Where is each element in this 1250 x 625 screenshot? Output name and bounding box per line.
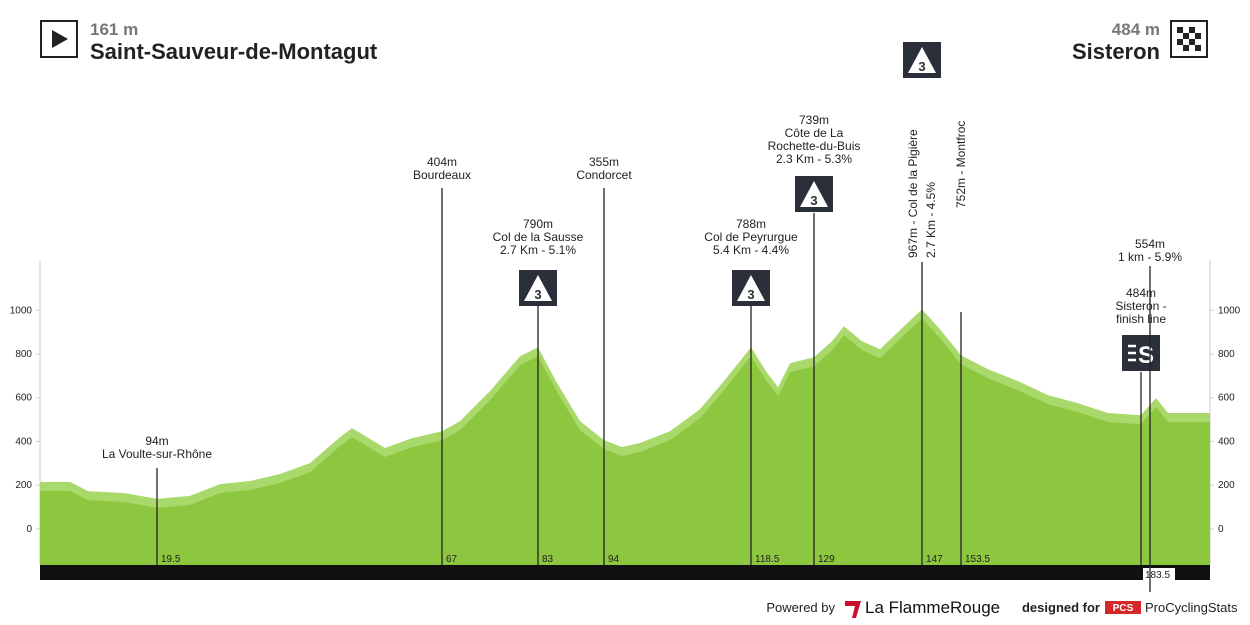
km-label: 19.5 <box>161 554 181 565</box>
marker-label: 5.4 Km - 4.4% <box>713 243 789 257</box>
y-tick-label: 1000 <box>1218 305 1241 316</box>
start-name: Saint-Sauveur-de-Montagut <box>90 39 378 64</box>
km-label: 183.5 <box>1145 570 1170 581</box>
icon-text: 3 <box>534 287 541 302</box>
icon-text: S <box>1138 342 1154 369</box>
marker-label: 484m <box>1126 286 1156 300</box>
climb-icon: 3 <box>519 270 557 306</box>
climb-icon: 3 <box>732 270 770 306</box>
marker-label: 2.7 Km - 4.5% <box>924 182 938 258</box>
y-tick-label: 800 <box>1218 349 1235 360</box>
marker-label: Bourdeaux <box>413 168 471 182</box>
y-tick-label: 400 <box>15 436 32 447</box>
marker-label: 752m - Montfroc <box>954 121 968 208</box>
km-label: 118.5 <box>755 554 780 565</box>
powered-by: Powered by <box>766 600 835 615</box>
icon-text: 3 <box>747 287 754 302</box>
profile-area <box>40 318 1210 565</box>
marker-label: La Voulte-sur-Rhône <box>102 447 212 461</box>
climb-icon: S <box>1122 335 1160 371</box>
y-tick-label: 0 <box>26 524 32 535</box>
y-tick-label: 600 <box>1218 393 1235 404</box>
finish-name: Sisteron <box>1072 39 1160 64</box>
icon-text: 3 <box>810 193 817 208</box>
marker-label: Côte de La <box>785 126 844 140</box>
y-tick-label: 800 <box>15 349 32 360</box>
start-icon <box>40 20 78 58</box>
marker-label: Rochette-du-Buis <box>768 139 861 153</box>
x-start-label: 0 <box>42 549 49 564</box>
y-tick-label: 400 <box>1218 436 1235 447</box>
distance-bar <box>40 565 1210 580</box>
icon-triangle <box>908 47 936 73</box>
y-tick-label: 200 <box>1218 480 1235 491</box>
finish-elevation: 484 m <box>1112 20 1160 39</box>
km-label: 153.5 <box>965 554 990 565</box>
km-label: 94 <box>608 554 620 565</box>
y-tick-label: 600 <box>15 393 32 404</box>
km-label: 147 <box>926 554 943 565</box>
icon-triangle <box>737 275 765 301</box>
marker-label: 355m <box>589 155 619 169</box>
marker-label: 739m <box>799 113 829 127</box>
climb-icon: 3 <box>795 176 833 212</box>
icon-triangle <box>524 275 552 301</box>
icon-triangle <box>800 181 828 207</box>
marker-label: Col de Peyrurgue <box>704 230 798 244</box>
marker-label: 790m <box>523 217 553 231</box>
marker-label: 788m <box>736 217 766 231</box>
y-tick-label: 200 <box>15 480 32 491</box>
pcs-logo-text: PCS <box>1113 603 1134 614</box>
start-elevation: 161 m <box>90 20 138 39</box>
marker-label: Condorcet <box>576 168 632 182</box>
km-label: 129 <box>818 554 835 565</box>
designed-for: designed for <box>1022 600 1100 615</box>
pcs-name: ProCyclingStats <box>1145 600 1238 615</box>
km-label-bg <box>1143 568 1175 580</box>
marker-label: 554m <box>1135 237 1165 251</box>
climb-icon: 3 <box>903 42 941 78</box>
marker-label: 1 km - 5.9% <box>1118 250 1182 264</box>
marker-label: 967m - Col de la Pigière <box>906 129 920 258</box>
x-end-label: 195 <box>1186 549 1208 564</box>
marker-label: 2.3 Km - 5.3% <box>776 152 852 166</box>
marker-label: Sisteron - <box>1115 299 1166 313</box>
y-tick-label: 0 <box>1218 524 1224 535</box>
icon-text: 3 <box>918 59 925 74</box>
y-tick-label: 1000 <box>10 305 33 316</box>
marker-label: 94m <box>145 434 168 448</box>
km-label: 83 <box>542 554 554 565</box>
marker-label: finish line <box>1116 312 1166 326</box>
pcs-logo <box>1105 601 1141 614</box>
marker-label: 2.7 Km - 5.1% <box>500 243 576 257</box>
km-label: 67 <box>446 554 458 565</box>
finish-icon <box>1170 20 1208 58</box>
brand-logo <box>845 601 861 618</box>
brand-name: La FlammeRouge <box>865 598 1000 617</box>
marker-label: 404m <box>427 155 457 169</box>
marker-label: Col de la Sausse <box>493 230 584 244</box>
